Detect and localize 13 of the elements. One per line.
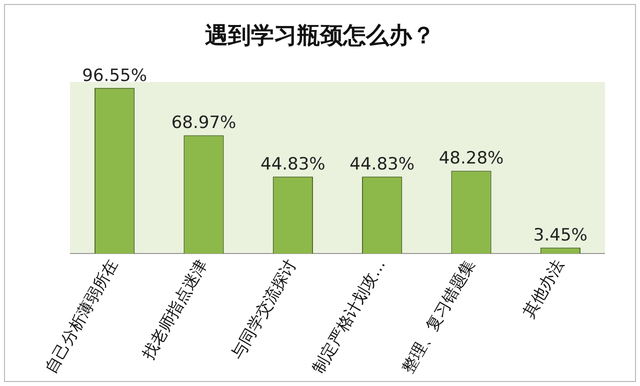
data-label: 48.28% <box>438 148 504 169</box>
chart-title: 遇到学习瓶颈怎么办？ <box>204 21 436 51</box>
x-tick-label: 找老师指点迷津 <box>138 256 211 364</box>
x-tick-label: 与同学交流探讨 <box>228 256 300 362</box>
data-label: 96.55% <box>82 66 147 86</box>
x-tick-label: 整理、复习错题集 <box>398 256 478 376</box>
x-tick-label: 制定严格计划攻… <box>308 256 390 376</box>
x-tick-label: 其他办法 <box>519 256 568 321</box>
data-label: 68.97% <box>171 113 236 134</box>
data-label: 3.45% <box>533 226 588 246</box>
x-tick-label: 自己分析薄弱所在 <box>41 256 122 376</box>
data-label: 44.83% <box>350 154 414 175</box>
data-label: 44.83% <box>260 154 326 175</box>
